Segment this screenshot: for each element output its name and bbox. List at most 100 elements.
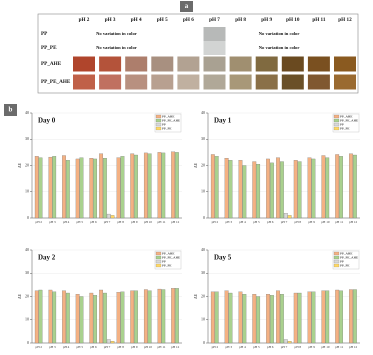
bar (143, 152, 148, 219)
bar (116, 292, 121, 344)
note: No variation in color (259, 45, 300, 50)
x-tick-label: pH 8 (117, 345, 124, 349)
x-tick-label: pH 11 (158, 220, 166, 224)
bar (228, 292, 233, 344)
bar (214, 156, 219, 219)
swatch (177, 74, 200, 90)
bar (52, 291, 57, 344)
x-tick-label: pH 8 (295, 345, 302, 349)
bar (171, 151, 176, 219)
swatch (255, 56, 278, 72)
bar (242, 165, 247, 219)
x-tick-label: pH 5 (253, 220, 260, 224)
x-tick-label: pH 3 (225, 345, 232, 349)
bar (325, 157, 330, 219)
y-tick-label: 40 (201, 110, 205, 115)
legend-box (154, 250, 182, 270)
bar (335, 154, 340, 219)
bar (307, 157, 312, 219)
bar (297, 292, 302, 344)
bar (38, 289, 43, 344)
x-tick-label: pH 11 (335, 345, 343, 349)
row-label: PP_AHE (41, 61, 62, 67)
legend-swatch (333, 114, 340, 119)
bar (48, 289, 53, 344)
swatch (125, 74, 148, 90)
x-tick-label: pH 3 (49, 345, 56, 349)
y-tick-label: 0 (203, 340, 205, 345)
bar (147, 290, 152, 344)
x-tick-label: pH 7 (281, 220, 288, 224)
swatch (334, 74, 356, 90)
legend-swatch (155, 114, 162, 119)
x-tick-label: pH 10 (321, 220, 330, 224)
ph-header: pH 2 (79, 17, 90, 23)
bar (276, 157, 280, 219)
legend-label: PP_PE_AHE (340, 255, 358, 259)
bar (252, 161, 257, 219)
y-tick-label: 0 (27, 215, 29, 220)
bar (175, 288, 179, 344)
bar (349, 289, 353, 344)
bar (147, 153, 152, 219)
x-tick-label: pH 8 (117, 220, 124, 224)
x-tick-label: pH 10 (144, 220, 153, 224)
bar (349, 153, 353, 219)
y-tick-label: 10 (201, 317, 205, 322)
bar (321, 290, 326, 344)
swatch (334, 56, 356, 72)
legend-swatch (155, 126, 162, 131)
x-tick-label: pH 7 (281, 345, 288, 349)
bar (321, 155, 326, 219)
y-axis-label: ΔE (193, 162, 198, 168)
panel-b-label-box (4, 104, 17, 116)
x-tick-label: pH 11 (158, 345, 166, 349)
swatch (73, 74, 95, 90)
ph-header: pH 10 (286, 17, 300, 23)
legend-label: PP_PE (340, 126, 349, 130)
legend-swatch (333, 126, 340, 131)
x-tick-label: pH 12 (171, 345, 180, 349)
ph-header: pH 3 (105, 17, 116, 23)
swatch (203, 74, 226, 90)
y-tick-label: 40 (25, 247, 29, 252)
bar (280, 161, 284, 219)
bar (116, 157, 121, 219)
legend-swatch (333, 118, 340, 123)
y-tick-label: 0 (203, 215, 205, 220)
bar (238, 160, 243, 219)
x-tick-label: pH 12 (349, 345, 358, 349)
bar (325, 290, 330, 344)
y-tick-label: 20 (201, 162, 205, 167)
legend-label: PP_PE_AHE (340, 118, 358, 122)
x-tick-label: pH 10 (321, 345, 330, 349)
bar (89, 292, 94, 344)
x-tick-label: pH 6 (267, 345, 274, 349)
bar (75, 294, 80, 344)
bar (276, 290, 280, 344)
legend-swatch (155, 259, 162, 264)
legend-label: PP_PE (162, 126, 171, 130)
swatch (255, 74, 278, 90)
bar (270, 295, 274, 344)
bar (266, 294, 270, 344)
bar (311, 291, 316, 344)
bar (134, 290, 138, 344)
legend-label: PP_AHE (340, 251, 352, 255)
y-axis-label: ΔE (17, 162, 22, 168)
ph-header: pH 4 (131, 17, 142, 23)
bar (352, 154, 357, 219)
bar (287, 341, 292, 344)
legend-label: PP_AHE (162, 251, 174, 255)
y-axis-label: ΔE (193, 293, 198, 299)
bar (79, 157, 84, 219)
swatch (281, 74, 304, 90)
y-tick-label: 20 (25, 293, 29, 298)
y-tick-label: 10 (201, 189, 205, 194)
x-tick-label: pH 4 (239, 345, 246, 349)
bar (75, 158, 80, 219)
y-tick-label: 20 (25, 162, 29, 167)
panel-b-label: b (9, 106, 13, 114)
y-tick-label: 20 (201, 293, 205, 298)
